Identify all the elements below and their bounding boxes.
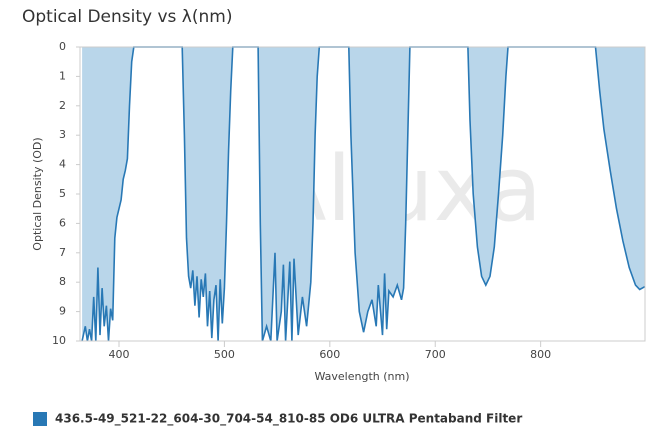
y-tick-label: 10 <box>52 334 66 347</box>
x-axis-label: Wavelength (nm) <box>314 370 409 383</box>
y-tick-label: 3 <box>59 128 66 141</box>
x-tick-label: 500 <box>214 348 235 361</box>
y-tick-label: 4 <box>59 158 66 171</box>
y-axis-label: Optical Density (OD) <box>31 137 44 250</box>
y-tick-label: 0 <box>59 40 66 53</box>
x-tick-label: 700 <box>425 348 446 361</box>
y-tick-label: 2 <box>59 99 66 112</box>
x-tick-label: 800 <box>530 348 551 361</box>
y-tick-label: 5 <box>59 187 66 200</box>
y-tick-label: 1 <box>59 69 66 82</box>
x-tick-label: 600 <box>319 348 340 361</box>
legend-swatch <box>33 412 47 426</box>
chart-title: Optical Density vs λ(nm) <box>22 7 232 27</box>
y-tick-label: 8 <box>59 275 66 288</box>
legend-label: 436.5-49_521-22_604-30_704-54_810-85 OD6… <box>55 412 522 427</box>
y-tick-label: 9 <box>59 305 66 318</box>
area <box>82 47 646 341</box>
y-tick-label: 6 <box>59 216 66 229</box>
x-tick-label: 400 <box>109 348 130 361</box>
y-tick-label: 7 <box>59 246 66 259</box>
